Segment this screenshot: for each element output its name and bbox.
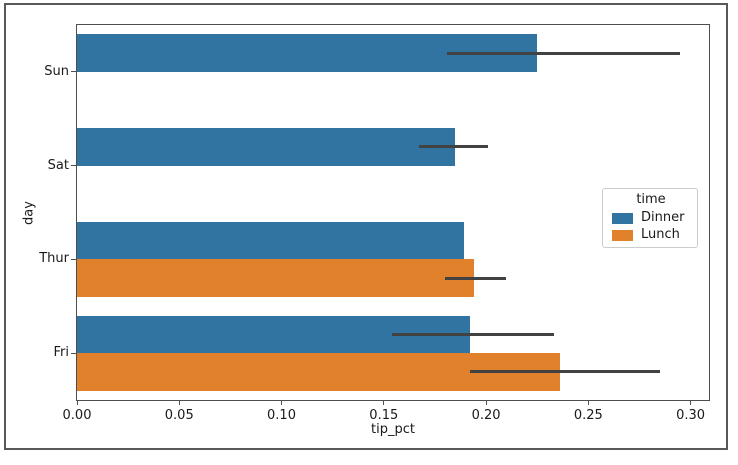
bar-dinner-thur: [77, 221, 464, 260]
y-tick-mark: [71, 71, 77, 73]
legend-label-dinner: Dinner: [641, 210, 685, 225]
error-bar-dinner-sun: [447, 51, 681, 55]
y-tick-mark: [71, 352, 77, 354]
x-tick-mark: [587, 400, 589, 405]
y-axis-label: day: [21, 200, 37, 225]
x-tick-label: 0.00: [62, 408, 92, 423]
x-tick-mark: [76, 400, 78, 405]
x-tick-mark: [281, 400, 283, 405]
x-tick-label: 0.30: [676, 408, 706, 423]
legend-entry-lunch: Lunch: [612, 228, 690, 242]
error-bar-dinner-sat: [418, 145, 489, 149]
error-bar-lunch-fri: [469, 370, 660, 374]
y-tick-mark: [71, 258, 77, 260]
axes: tip_pct day time Dinner Lunch Sun Sat Thur…: [22, 24, 710, 437]
legend-swatch-lunch: [612, 229, 633, 241]
x-tick-label: 0.15: [369, 408, 399, 423]
bar-dinner-sat: [77, 128, 456, 166]
error-bar-dinner-fri: [391, 332, 554, 336]
error-bar-lunch-thur: [445, 276, 507, 280]
y-tick-label: Sun: [44, 63, 69, 79]
legend-swatch-dinner: [612, 212, 633, 224]
bar-lunch-thur: [77, 259, 474, 297]
legend-label-lunch: Lunch: [641, 227, 680, 242]
legend-entry-dinner: Dinner: [612, 211, 690, 225]
x-tick-mark: [485, 400, 487, 405]
y-tick-label: Thur: [39, 251, 69, 267]
y-tick-label: Sat: [47, 157, 69, 173]
x-tick-label: 0.05: [164, 408, 194, 423]
x-axis-label: tip_pct: [371, 422, 415, 437]
y-tick-mark: [71, 165, 77, 167]
x-tick-mark: [178, 400, 180, 405]
y-tick-label: Fri: [53, 345, 70, 361]
x-tick-mark: [690, 400, 692, 405]
legend: time Dinner Lunch: [602, 188, 698, 248]
legend-title: time: [636, 192, 666, 207]
x-tick-label: 0.25: [573, 408, 603, 423]
x-tick-label: 0.10: [267, 408, 296, 423]
x-tick-mark: [383, 400, 385, 405]
x-tick-label: 0.20: [471, 408, 501, 423]
